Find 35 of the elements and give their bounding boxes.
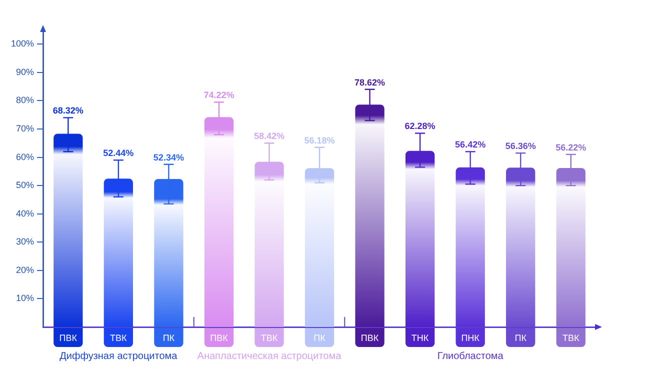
x-tick-label: ТВК <box>562 332 580 343</box>
data-label: 56.36% <box>505 141 536 152</box>
x-tick-label: ТНК <box>411 332 430 343</box>
y-tick-label: 60% <box>16 152 34 162</box>
data-label: 68.32% <box>52 106 84 116</box>
data-label: 78.62% <box>354 77 386 88</box>
x-tick-label: ТВК <box>260 332 278 343</box>
x-tick-label: ПНК <box>461 332 480 343</box>
y-tick-label: 50% <box>16 180 34 190</box>
data-label: 62.28% <box>404 121 436 132</box>
y-tick-label: 100% <box>10 38 34 49</box>
x-tick-label: ПВК <box>59 332 78 343</box>
text: Глиобластома <box>437 350 504 362</box>
y-tick-label: 80% <box>16 95 34 106</box>
data-label: 58.42% <box>254 131 285 142</box>
data-label: 56.22% <box>556 142 586 152</box>
x-tick-label: ПК <box>162 332 176 343</box>
y-tick-label: 90% <box>16 66 34 77</box>
data-label: 74.22% <box>204 90 234 100</box>
y-tick-label: 30% <box>16 236 34 247</box>
y-tick-label: 10% <box>16 293 34 304</box>
text: Анапластическая астроцитома <box>197 350 342 362</box>
x-tick-label: ПК <box>314 332 326 343</box>
x-tick-label: ПК <box>514 332 528 343</box>
x-tick-label: ТВК <box>110 332 128 343</box>
y-tick-label: 70% <box>16 123 34 134</box>
data-label: 52.44% <box>103 148 134 158</box>
y-tick-label: 20% <box>16 264 34 275</box>
data-label: 56.18% <box>304 135 335 146</box>
data-label: 52.34% <box>153 152 184 162</box>
x-tick-label: ПВК <box>360 332 380 343</box>
x-tick-label: ПВК <box>210 332 229 343</box>
y-tick-label: 40% <box>16 208 34 218</box>
text: Диффузная астроцитома <box>60 350 178 362</box>
data-label: 56.42% <box>455 140 486 150</box>
